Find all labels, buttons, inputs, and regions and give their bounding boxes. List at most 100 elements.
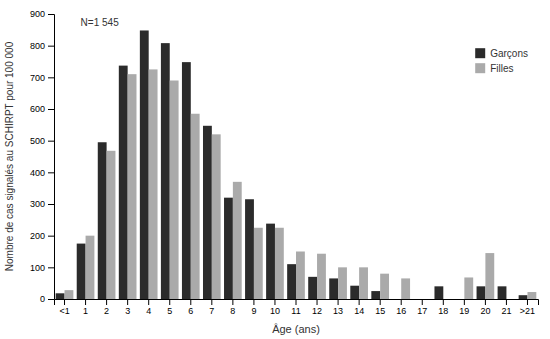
tick-mark xyxy=(422,299,423,305)
bar xyxy=(233,182,242,299)
bar xyxy=(119,66,128,299)
bar xyxy=(56,293,65,299)
tick-label: 10 xyxy=(270,306,280,316)
tick-mark xyxy=(317,299,318,305)
tick-mark xyxy=(253,299,254,305)
bar xyxy=(98,142,107,299)
tick: 17 xyxy=(417,299,427,316)
tick: 6 xyxy=(188,299,193,316)
bar xyxy=(371,291,380,299)
bar xyxy=(224,198,233,299)
tick: 300 xyxy=(30,199,54,209)
tick-mark xyxy=(48,236,54,237)
tick: >21 xyxy=(520,299,535,316)
bar xyxy=(161,43,170,299)
tick-mark xyxy=(48,141,54,142)
bar xyxy=(338,267,347,299)
tick: 10 xyxy=(270,299,280,316)
tick-label: 800 xyxy=(30,41,45,51)
legend-label: Filles xyxy=(490,63,513,74)
bar xyxy=(65,290,74,299)
tick: 21 xyxy=(501,299,511,316)
tick-mark xyxy=(48,109,54,110)
tick-label: 0 xyxy=(40,294,45,304)
bar xyxy=(434,286,443,299)
bar xyxy=(266,224,275,299)
tick-label: 9 xyxy=(251,306,256,316)
tick-mark xyxy=(338,299,339,305)
bar xyxy=(245,199,254,299)
bar xyxy=(350,286,359,299)
tick-mark xyxy=(506,299,507,305)
tick-mark xyxy=(85,299,86,305)
tick-mark xyxy=(48,14,54,15)
axis-domain xyxy=(48,15,55,300)
tick: 3 xyxy=(125,299,130,316)
tick-mark xyxy=(48,204,54,205)
tick-label: 7 xyxy=(209,306,214,316)
bar xyxy=(329,278,338,299)
tick-label: 2 xyxy=(104,306,109,316)
bar xyxy=(485,253,494,299)
tick-mark xyxy=(48,267,54,268)
tick: 200 xyxy=(30,231,54,241)
tick: 18 xyxy=(438,299,448,316)
bar xyxy=(86,236,95,299)
tick-label: 16 xyxy=(396,306,406,316)
bar xyxy=(182,62,191,299)
bar xyxy=(456,299,465,300)
tick-label: 20 xyxy=(480,306,490,316)
tick: 4 xyxy=(146,299,151,316)
bar xyxy=(212,134,221,299)
y-axis-title: Nombre de cas signalés au SCHIRPT pour 1… xyxy=(4,41,15,271)
tick: 600 xyxy=(30,104,54,114)
bar xyxy=(128,74,137,299)
tick-mark xyxy=(48,46,54,47)
tick-mark xyxy=(48,77,54,78)
tick-mark xyxy=(64,299,65,305)
bar-series xyxy=(56,30,528,299)
bar xyxy=(203,126,212,299)
tick-mark xyxy=(148,299,149,305)
plot-area: <1123456789101112131415161718192021>2101… xyxy=(30,9,539,316)
tick: 15 xyxy=(375,299,385,316)
tick-mark xyxy=(443,299,444,305)
tick-mark xyxy=(274,299,275,305)
bar xyxy=(275,228,284,299)
bar xyxy=(359,267,368,299)
bar xyxy=(527,292,536,299)
tick-label: >21 xyxy=(520,306,535,316)
tick-mark xyxy=(48,172,54,173)
tick: 12 xyxy=(312,299,322,316)
bar xyxy=(107,151,116,299)
bars xyxy=(56,30,537,299)
tick-label: 200 xyxy=(30,231,45,241)
tick-mark xyxy=(485,299,486,305)
tick-label: 8 xyxy=(230,306,235,316)
tick: 14 xyxy=(354,299,364,316)
bar xyxy=(380,274,389,299)
tick-label: 21 xyxy=(501,306,511,316)
tick: 0 xyxy=(40,294,54,304)
tick: 13 xyxy=(333,299,343,316)
tick: 19 xyxy=(459,299,469,316)
legend-swatch xyxy=(475,63,485,73)
x-axis-title: Âge (ans) xyxy=(272,323,320,335)
tick: 500 xyxy=(30,136,54,146)
bar xyxy=(140,30,149,299)
tick-mark xyxy=(211,299,212,305)
tick-mark xyxy=(232,299,233,305)
tick-mark xyxy=(359,299,360,305)
bar xyxy=(287,264,296,299)
tick-label: 5 xyxy=(167,306,172,316)
tick: 900 xyxy=(30,9,54,19)
bar xyxy=(317,254,326,299)
tick-label: 3 xyxy=(125,306,130,316)
bar xyxy=(254,228,263,299)
tick-label: 11 xyxy=(291,306,300,316)
tick-label: 700 xyxy=(30,73,45,83)
tick: 100 xyxy=(30,263,54,273)
tick: 16 xyxy=(396,299,406,316)
tick-label: 6 xyxy=(188,306,193,316)
x-axis: <1123456789101112131415161718192021>21 xyxy=(55,299,539,316)
